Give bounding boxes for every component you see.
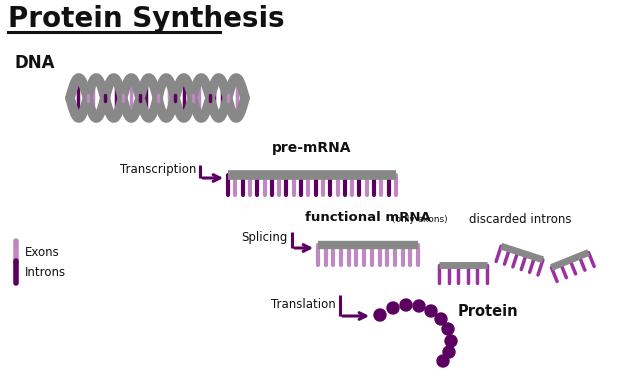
Circle shape [400, 299, 412, 311]
Circle shape [374, 309, 386, 321]
Text: Transcription: Transcription [120, 164, 196, 176]
Circle shape [425, 305, 437, 317]
Circle shape [437, 355, 449, 367]
Circle shape [442, 323, 454, 335]
Circle shape [387, 302, 399, 314]
Text: pre-mRNA: pre-mRNA [272, 141, 352, 155]
Circle shape [413, 300, 425, 312]
Circle shape [443, 346, 455, 358]
Text: discarded introns: discarded introns [469, 213, 572, 226]
Text: Splicing: Splicing [242, 232, 288, 244]
Text: Protein: Protein [458, 305, 518, 320]
Text: Translation: Translation [271, 297, 336, 311]
Circle shape [445, 335, 457, 347]
Text: Exons: Exons [25, 246, 59, 259]
Text: DNA: DNA [14, 54, 54, 72]
Text: Introns: Introns [25, 265, 66, 279]
Text: (only exons): (only exons) [392, 215, 448, 224]
Circle shape [435, 313, 447, 325]
Text: functional mRNA: functional mRNA [305, 211, 431, 224]
Text: Protein Synthesis: Protein Synthesis [8, 5, 285, 33]
